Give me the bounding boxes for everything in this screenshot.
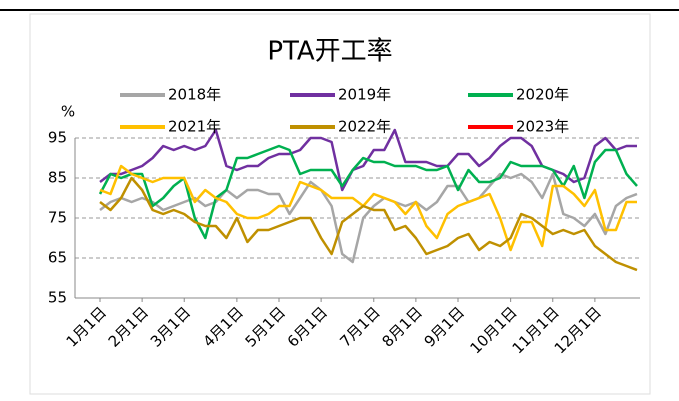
y-tick-label: 95 [48,129,67,147]
x-tick-label: 7月1日 [336,303,383,350]
x-tick-label: 6月1日 [284,303,331,350]
series-line [98,144,638,240]
series-line [99,176,638,272]
x-tick-label: 5月1日 [242,303,289,350]
legend-label: 2021年 [168,118,221,136]
legend-label: 2023年 [516,118,569,136]
series-line [99,164,637,252]
y-tick-label: 55 [48,289,67,307]
legend-label: 2019年 [338,86,391,104]
x-tick-label: 1月1日 [63,303,110,350]
legend-label: 2018年 [168,86,221,104]
legend-label: 2020年 [516,86,569,104]
x-tick-label: 8月1日 [378,303,425,350]
chart-title: PTA开工率 [267,37,392,67]
y-tick-label: 75 [48,209,67,227]
y-tick-label: 85 [48,169,67,187]
x-tick-label: 2月1日 [105,303,152,350]
x-tick-label: 3月1日 [147,303,194,350]
x-tick-label: 12月1日 [551,303,605,357]
y-axis-label: % [61,103,75,121]
legend-label: 2022年 [338,118,391,136]
chart-frame [29,13,651,395]
x-tick-label: 9月1日 [421,303,468,350]
y-tick-label: 65 [48,249,67,267]
x-tick-label: 4月1日 [199,303,246,350]
